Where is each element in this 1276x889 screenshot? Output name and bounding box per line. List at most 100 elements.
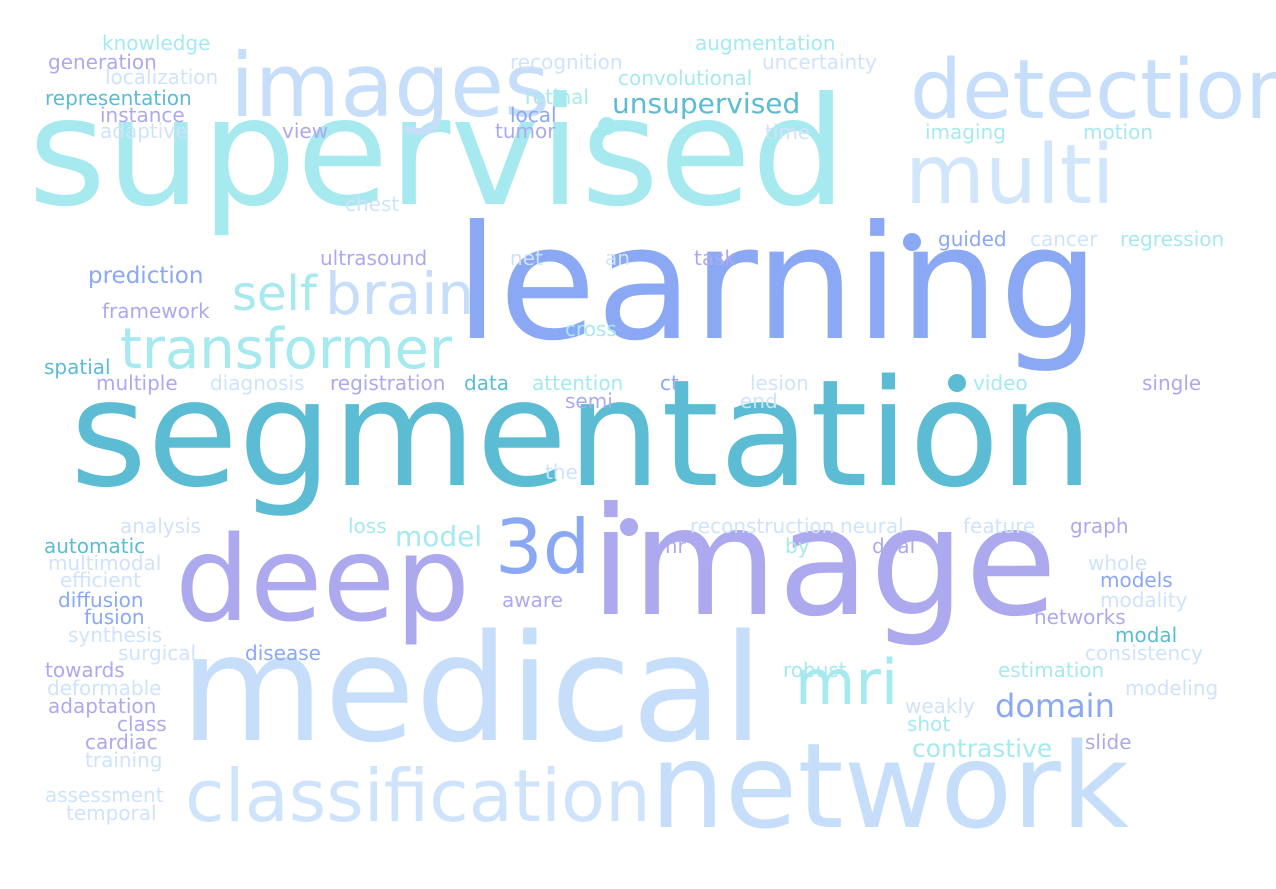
word-single: single — [1142, 371, 1202, 395]
word-models: models — [1100, 568, 1173, 592]
word-detection: detection — [910, 43, 1276, 138]
word-representation: representation — [45, 86, 192, 110]
word-prediction: prediction — [88, 263, 204, 289]
word-disease: disease — [245, 641, 321, 665]
word-the: the — [545, 460, 578, 484]
word-robust: robust — [783, 658, 847, 682]
word-view: view — [282, 119, 329, 143]
word-retinal: retinal — [525, 85, 589, 109]
word-temporal: temporal — [66, 801, 157, 825]
word-analysis: analysis — [120, 514, 201, 538]
word-mr: mr — [658, 534, 686, 558]
word-motion: motion — [1083, 120, 1154, 144]
word-time: time — [765, 120, 811, 144]
word-imaging: imaging — [925, 120, 1006, 144]
word-guided: guided — [938, 227, 1007, 251]
word-loss: loss — [348, 514, 387, 538]
word-weakly: weakly — [905, 694, 975, 718]
word-aware: aware — [502, 588, 563, 612]
word-attention: attention — [532, 371, 624, 395]
word-knowledge: knowledge — [102, 31, 211, 55]
word-data: data — [464, 371, 510, 395]
word-slide: slide — [1085, 730, 1132, 754]
word-transformer: transformer — [120, 317, 453, 382]
word-learning: learning — [455, 192, 1100, 376]
word-generation: generation — [48, 50, 157, 74]
word-uncertainty: uncertainty — [762, 50, 877, 74]
word-local: local — [510, 103, 557, 127]
word-fusion: fusion — [84, 605, 145, 629]
word-convolutional: convolutional — [618, 66, 753, 90]
dot-1 — [598, 117, 616, 135]
word-supervised: supervised — [28, 66, 847, 240]
word-estimation: estimation — [998, 658, 1105, 682]
word-tumor: tumor — [495, 119, 556, 143]
word-by: by — [785, 534, 810, 558]
word-diagnosis: diagnosis — [210, 371, 305, 395]
word-modal: modal — [1115, 623, 1178, 647]
word-brain: brain — [325, 260, 475, 328]
word-cardiac: cardiac — [85, 730, 158, 754]
word-training: training — [85, 748, 163, 772]
word-deep: deep — [175, 510, 470, 648]
dot-4 — [620, 518, 638, 536]
word-multiple: multiple — [96, 371, 178, 395]
word-whole: whole — [1088, 551, 1148, 575]
word-ct: ct — [660, 371, 679, 395]
word-contrastive: contrastive — [912, 734, 1053, 763]
word-lesion: lesion — [750, 371, 809, 395]
word-segmentation: segmentation — [70, 348, 1094, 520]
word-feature: feature — [963, 514, 1036, 538]
word-registration: registration — [330, 371, 446, 395]
word-video: video — [973, 371, 1028, 395]
word-cancer: cancer — [1030, 227, 1098, 251]
word-class: class — [117, 712, 167, 736]
word-image: image — [590, 476, 1058, 650]
word-multimodal: multimodal — [48, 551, 162, 575]
word-instance: instance — [100, 103, 185, 127]
word-domain: domain — [995, 687, 1115, 725]
word-neural: neural — [840, 514, 904, 538]
word-localization: localization — [105, 65, 219, 89]
word-shot: shot — [907, 712, 951, 736]
word-efficient: efficient — [60, 568, 142, 592]
word-assessment: assessment — [45, 783, 164, 807]
word-spatial: spatial — [44, 355, 111, 379]
word-classification: classification — [185, 754, 651, 838]
word-chest: chest — [345, 192, 400, 216]
word-cross: cross — [565, 317, 617, 341]
word-an: an — [605, 246, 630, 270]
word-regression: regression — [1120, 227, 1225, 251]
word-consistency: consistency — [1085, 641, 1203, 665]
word-3d: 3d — [495, 503, 591, 591]
dot-2 — [903, 233, 921, 251]
word-augmentation: augmentation — [695, 31, 836, 55]
word-surgical: surgical — [118, 641, 197, 665]
word-adaptation: adaptation — [48, 694, 157, 718]
word-medical: medical — [180, 603, 764, 775]
word-networks: networks — [1034, 605, 1126, 629]
word-recognition: recognition — [510, 50, 623, 74]
word-reconstruction: reconstruction — [690, 514, 835, 538]
word-model: model — [395, 520, 483, 553]
word-mri: mri — [795, 646, 899, 719]
word-synthesis: synthesis — [68, 623, 163, 647]
word-framework: framework — [102, 299, 210, 323]
word-adaptive: adaptive — [100, 119, 188, 143]
word-graph: graph — [1070, 514, 1129, 538]
word-diffusion: diffusion — [58, 588, 144, 612]
word-net: net — [510, 246, 543, 270]
word-unsupervised: unsupervised — [612, 87, 801, 120]
word-multi: multi — [905, 128, 1115, 223]
word-modality: modality — [1100, 588, 1188, 612]
word-images: images — [230, 34, 550, 137]
word-modeling: modeling — [1125, 676, 1219, 700]
word-task: task — [694, 246, 737, 270]
dot-3 — [948, 374, 966, 392]
word-end: end — [740, 389, 778, 413]
word-automatic: automatic — [44, 534, 146, 558]
word-towards: towards — [45, 658, 125, 682]
word-dual: dual — [872, 534, 916, 558]
word-ultrasound: ultrasound — [320, 246, 428, 270]
